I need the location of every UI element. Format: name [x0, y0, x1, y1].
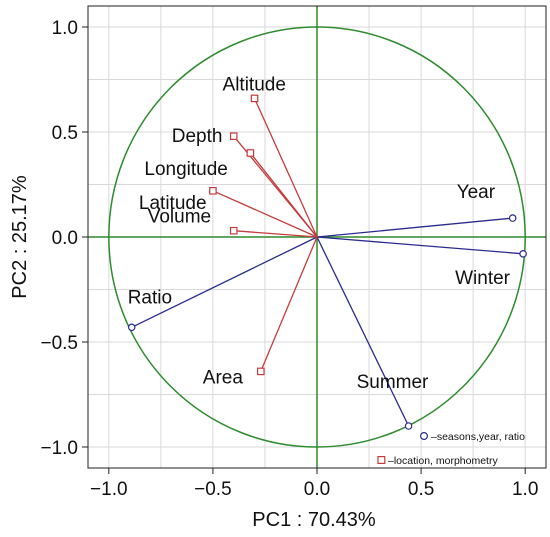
y-axis-title: PC2 : 25.17%	[9, 175, 31, 299]
vector-label: Volume	[148, 207, 211, 228]
legend-marker-circle	[420, 432, 429, 441]
vector-line	[249, 152, 318, 238]
x-tick-label: 0.0	[304, 479, 330, 500]
y-tick-label: −0.5	[40, 333, 78, 354]
point-marker-circle	[404, 422, 413, 430]
vector-line	[131, 236, 318, 328]
vector-line	[260, 236, 318, 372]
vector-line	[316, 236, 524, 255]
legend-marker-square	[377, 456, 386, 465]
unit-circle	[108, 26, 526, 448]
vector-label: Longitude	[144, 159, 227, 180]
point-marker-square	[229, 132, 238, 141]
vector-line	[212, 190, 318, 238]
vector-label: Area	[203, 367, 244, 388]
vector-label: Summer	[357, 372, 429, 393]
vector-label: Ratio	[128, 287, 172, 308]
x-axis-title: PC1 : 70.43%	[252, 509, 376, 531]
point-marker-square	[256, 367, 265, 376]
legend: –seasons,year, ratio –location, morphomet…	[377, 431, 525, 467]
point-marker-square	[250, 94, 259, 103]
loading-vectors	[127, 94, 527, 430]
y-tick-label: −1.0	[40, 438, 78, 459]
vector-label: Year	[457, 182, 496, 203]
point-marker-square	[246, 149, 255, 157]
x-tick-label: 0.5	[408, 479, 434, 500]
y-tick-label: 0.0	[52, 228, 78, 249]
legend-label: –location, morphometry	[388, 455, 498, 467]
point-marker-circle	[127, 323, 136, 332]
vector-line	[316, 236, 410, 427]
legend-label: –seasons,year, ratio	[431, 431, 525, 443]
x-tick-label: −1.0	[90, 479, 128, 500]
point-marker-circle	[508, 214, 517, 222]
tick-labels: −1.0 −0.5 0.0 0.5 1.0 −1.0 −0.5 0.0 0.5 1.0	[40, 18, 538, 500]
point-marker-circle	[519, 250, 527, 258]
x-tick-label: −0.5	[194, 479, 232, 500]
point-marker-square	[229, 226, 238, 235]
vector-line	[233, 230, 318, 238]
vector-label: Altitude	[223, 74, 286, 95]
point-marker-square	[209, 187, 217, 195]
y-tick-label: 1.0	[52, 18, 78, 39]
y-tick-label: 0.5	[52, 123, 78, 144]
vector-labels: Year Winter Summer Ratio Altitude Depth Longit…	[128, 74, 511, 393]
vector-label: Depth	[172, 126, 223, 147]
vector-line	[316, 217, 513, 238]
vector-label: Latitude	[139, 193, 207, 214]
x-tick-label: 1.0	[512, 479, 538, 500]
vector-line	[253, 98, 318, 238]
vector-label: Winter	[455, 268, 511, 289]
